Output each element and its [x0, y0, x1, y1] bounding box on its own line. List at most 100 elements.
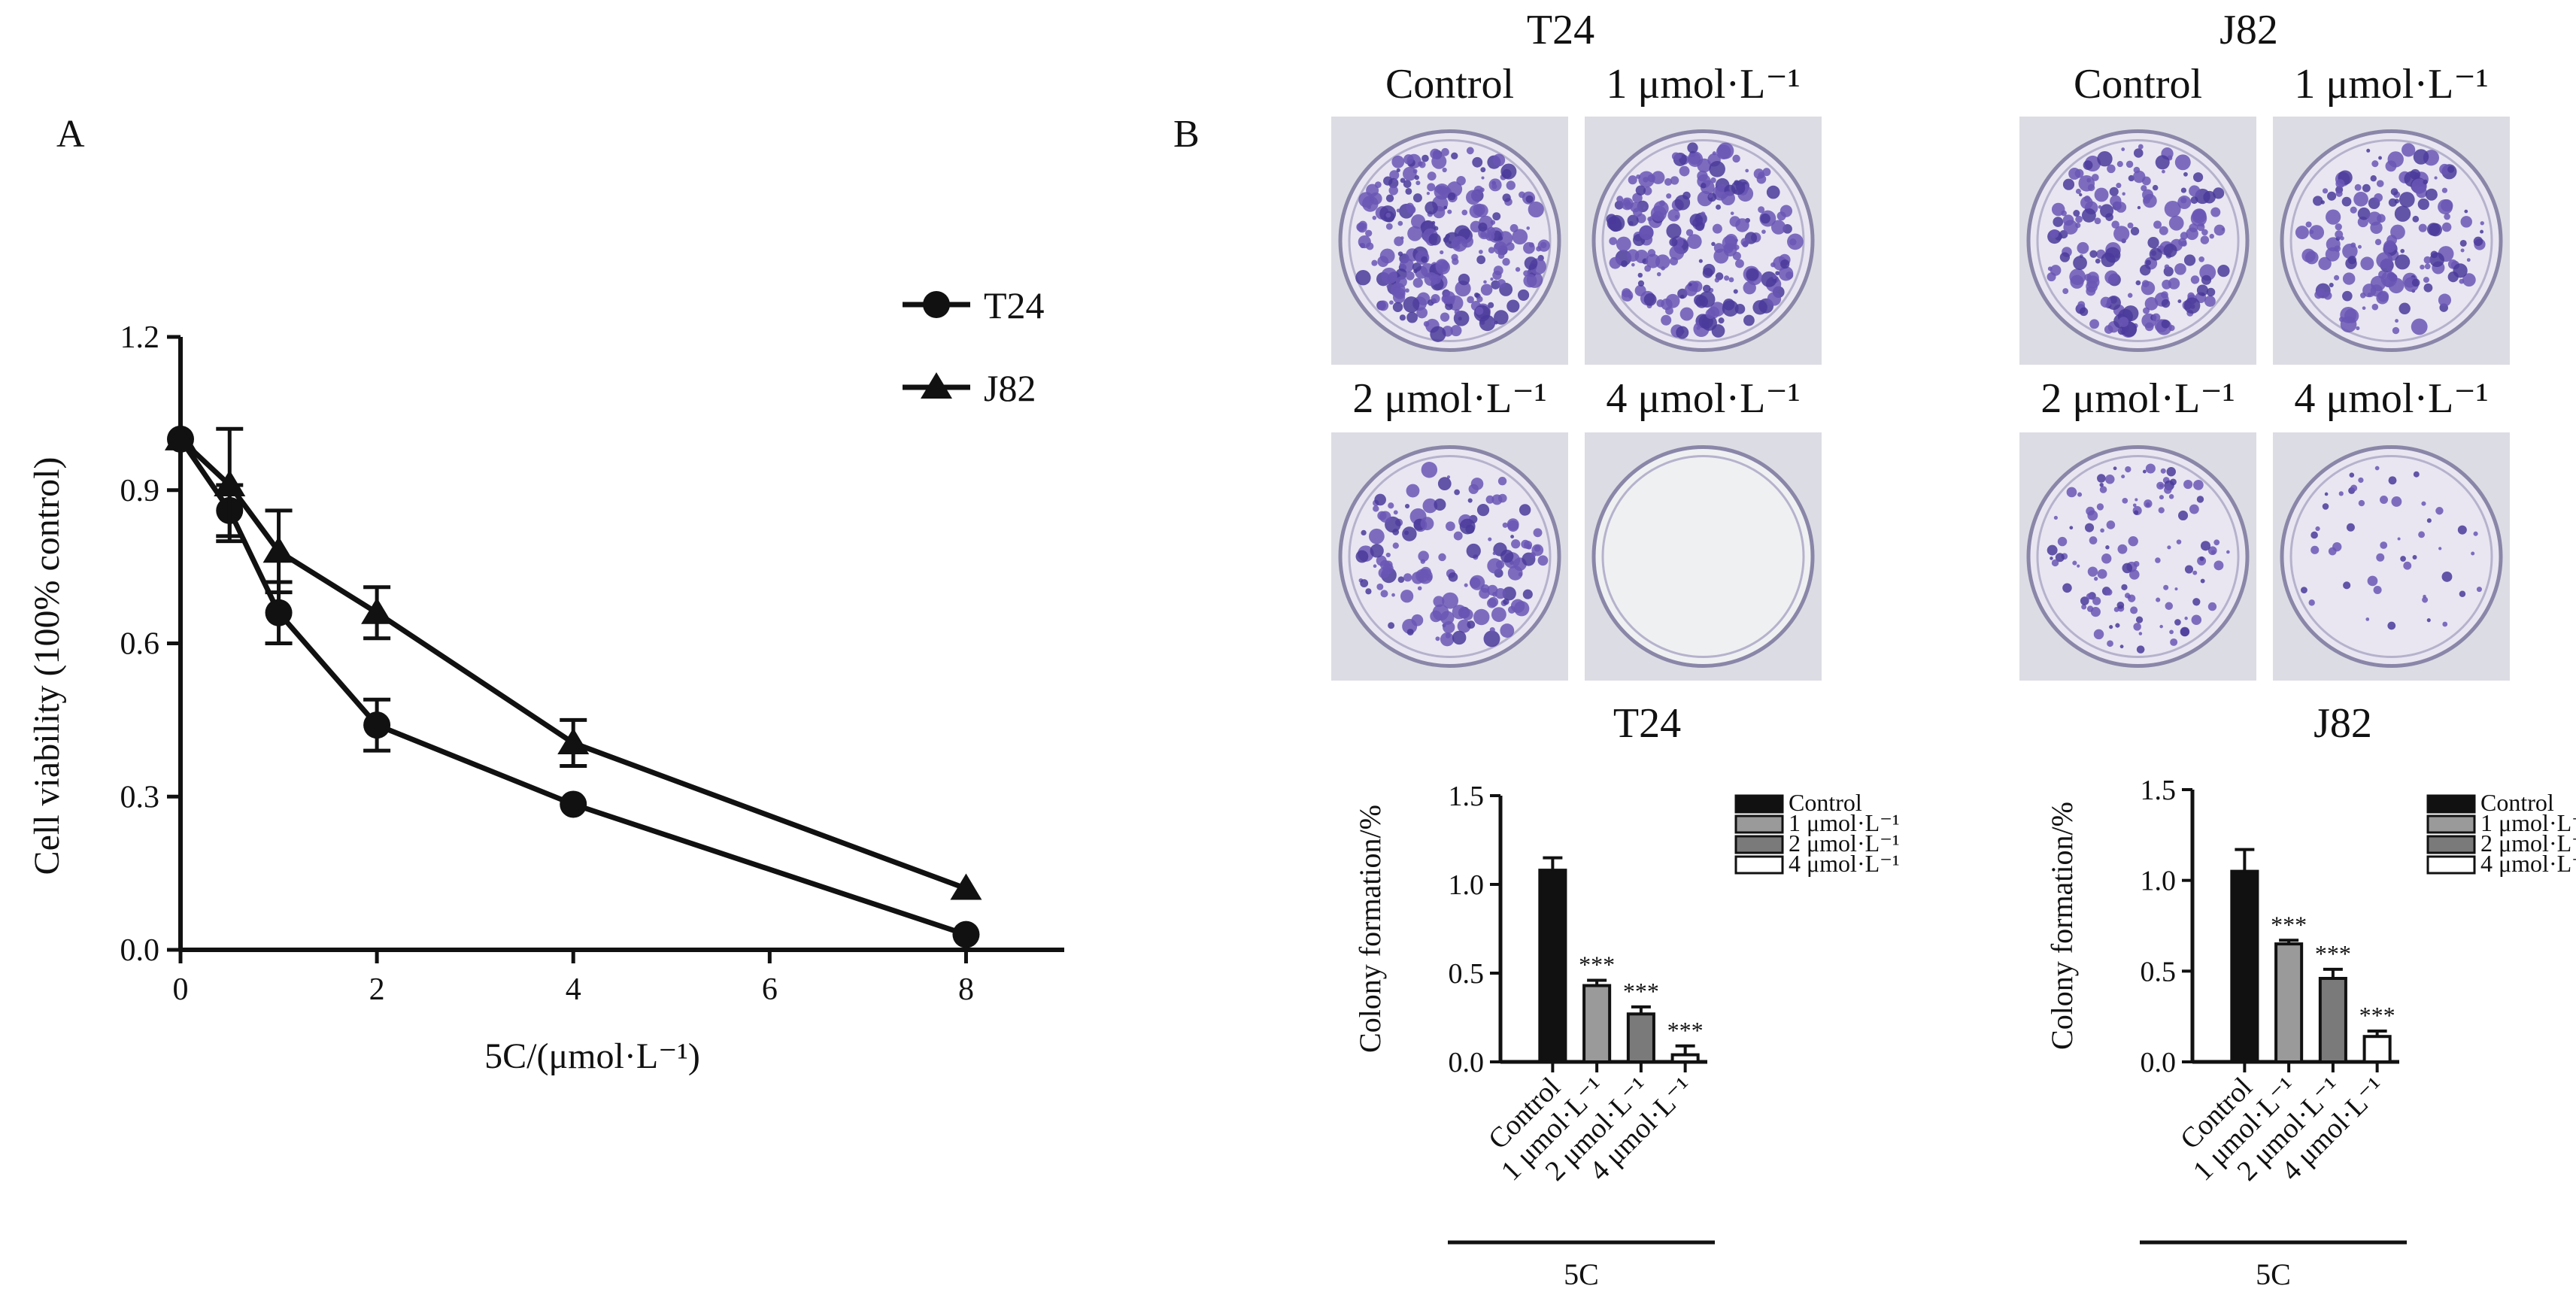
panel-label-a: A [56, 113, 85, 156]
colony-dot [1766, 185, 1780, 199]
colony-dot [2413, 471, 2420, 478]
colony-dot [1743, 281, 1756, 295]
colony-dot [2162, 169, 2165, 174]
colony-dot [2338, 491, 2344, 496]
colony-dot [2354, 183, 2362, 191]
colony-dot [1385, 552, 1391, 558]
colony-dot [2441, 571, 2453, 582]
colony-dot [2365, 617, 2370, 621]
colony-dot [2460, 248, 2465, 253]
colony-dot [1411, 614, 1424, 626]
colony-dot [2127, 595, 2131, 599]
colony-dot [2309, 225, 2325, 240]
colony-dot [2420, 264, 2425, 270]
bar [2274, 942, 2304, 1063]
colony-dot [1426, 192, 1431, 196]
colony-dot [2459, 590, 2466, 598]
colony-dot [2201, 274, 2212, 285]
colony-dot [2335, 223, 2342, 231]
colony-dot [1643, 293, 1657, 306]
colony-dot [1722, 300, 1739, 317]
colony-dot [2326, 209, 2341, 225]
colony-dot [1712, 223, 1722, 234]
colony-dot [2313, 196, 2323, 206]
colony-dot [1406, 311, 1418, 323]
colony-dot [1526, 226, 1531, 230]
colony-dot [2087, 566, 2098, 577]
colony-dot [2116, 161, 2123, 168]
colony-dot [2075, 215, 2083, 223]
colony-dot [1389, 300, 1394, 305]
colony-dot [2081, 208, 2096, 223]
colony-dot [1669, 245, 1685, 260]
colony-dot [1492, 153, 1506, 167]
colony-dot [1671, 152, 1680, 161]
colony-dot [1685, 229, 1694, 237]
colony-dot [1412, 278, 1423, 288]
colony-dot [1733, 289, 1738, 294]
colony-dot [2095, 258, 2101, 264]
colony-dot [1446, 521, 1455, 532]
colony-dot [1686, 234, 1702, 250]
colony-dot [1406, 202, 1414, 211]
colony-dot [2213, 560, 2224, 571]
colony-dot [1502, 522, 1508, 528]
bar-chart-j82-colony-formation: J82 0.0 0.5 1.0 1.5 Colony formation/% Control… [2045, 700, 2576, 1289]
colony-dot [2193, 172, 2204, 183]
colony-dot [2161, 320, 2171, 329]
colony-dot [2184, 565, 2194, 574]
colony-dot [1713, 243, 1725, 253]
colony-dot [1397, 576, 1405, 583]
y-tick-label: 0.5 [1449, 958, 1485, 990]
colony-dot [2459, 278, 2465, 284]
colony-dot [2115, 202, 2127, 213]
colony-dot [2139, 264, 2151, 276]
colony-dot [2094, 217, 2101, 225]
colony-dot [1399, 314, 1406, 321]
colony-dot [2101, 554, 2112, 564]
colony-dot [2086, 593, 2093, 600]
colony-dot [1470, 220, 1482, 233]
colony-dot [2192, 598, 2201, 606]
colony-dot [2480, 229, 2484, 234]
colony-dot [2145, 259, 2152, 265]
colony-dot [1430, 610, 1442, 623]
colony-dot [2212, 187, 2225, 199]
colony-dot [1488, 247, 1495, 253]
y-tick-label: 1.2 [120, 320, 160, 355]
colony-dot [2122, 305, 2139, 322]
colony-dot [1682, 191, 1691, 200]
colony-dot [2104, 270, 2119, 284]
colony-dot [1442, 167, 1447, 173]
series-line-j82 [178, 437, 967, 891]
colony-dot [1445, 632, 1451, 638]
colony-dot [1392, 542, 1399, 549]
colony-dot [1701, 183, 1707, 189]
colony-dot [2429, 223, 2442, 237]
colony-dot [1458, 273, 1470, 286]
plate-t24-control [1331, 117, 1568, 365]
colony-dot [2180, 187, 2186, 193]
colony-dot [1376, 583, 1384, 590]
colony-dot [2170, 638, 2178, 646]
colony-dot [1684, 283, 1698, 296]
colony-dot [2070, 274, 2084, 289]
plate-dish [2280, 445, 2503, 668]
colony-dot [1450, 325, 1462, 337]
colony-dot [2097, 569, 2107, 579]
colony-dot [2426, 518, 2432, 523]
colony-dot [2424, 263, 2431, 270]
colony-dot [2066, 487, 2077, 498]
colony-dot [2412, 215, 2420, 223]
x-tick-label: 4 [566, 972, 581, 1007]
plate-label: Control [1385, 61, 1514, 108]
colony-dot [1417, 569, 1433, 584]
colony-dot [2122, 497, 2128, 504]
colony-dot [2376, 291, 2389, 305]
colony-dot [2097, 474, 2106, 483]
colony-dot [2311, 531, 2318, 539]
colony-dot [1407, 226, 1423, 241]
legend-swatch [2426, 814, 2476, 834]
colony-dot [2323, 291, 2332, 300]
colony-dot [2217, 264, 2230, 278]
